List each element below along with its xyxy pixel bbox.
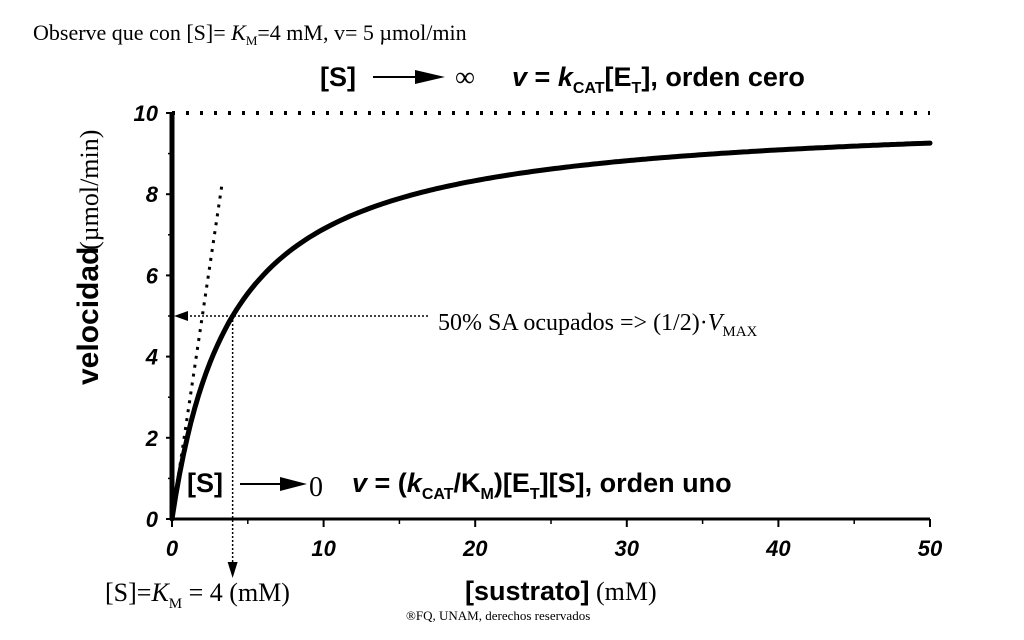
x-axis-ticks: 0 10 20 30 40 50 xyxy=(166,519,943,561)
svg-text:v = (kCAT/KM)[ET][S], orden un: v = (kCAT/KM)[ET][S], orden uno xyxy=(352,468,732,503)
svg-text:[S]: [S] xyxy=(320,62,356,92)
x-tick-label: 50 xyxy=(918,536,943,561)
y-axis-label: velocidad xyxy=(72,247,105,385)
x-axis-label: [sustrato] (mM) xyxy=(465,576,657,606)
y-tick-label: 8 xyxy=(146,182,159,207)
y-axis-unit: (µmol/min) xyxy=(75,130,104,250)
svg-text:0: 0 xyxy=(309,472,323,503)
first-order-label: [S] 0 v = (kCAT/KM)[ET][S], orden uno xyxy=(187,468,732,503)
y-tick-label: 0 xyxy=(146,507,159,532)
arrow-right-icon xyxy=(415,70,445,84)
y-tick-label: 2 xyxy=(145,426,159,451)
x-tick-label: 20 xyxy=(462,536,488,561)
arrow-down-icon xyxy=(227,562,238,578)
y-tick-label: 6 xyxy=(146,263,159,288)
x-tick-label: 0 xyxy=(166,536,179,561)
km-guide-lines xyxy=(174,311,430,578)
saturation-curve xyxy=(169,140,933,522)
svg-text:∞: ∞ xyxy=(455,62,475,93)
half-vmax-annotation: 50% SA ocupados => (1/2)·VMAX xyxy=(438,310,758,340)
copyright-text: ®FQ, UNAM, derechos reservados xyxy=(406,608,590,623)
svg-text:v = kCAT[ET], orden cero: v = kCAT[ET], orden cero xyxy=(512,62,805,97)
observation-text: Observe que con [S]= KM=4 mM, v= 5 µmol/… xyxy=(33,20,467,48)
x-tick-label: 30 xyxy=(615,536,640,561)
x-tick-label: 10 xyxy=(311,536,336,561)
km-annotation: [S]=KM = 4 (mM) xyxy=(105,578,290,612)
svg-text:[S]: [S] xyxy=(187,468,223,498)
y-tick-label: 10 xyxy=(134,101,159,126)
zero-order-label: [S] ∞ v = kCAT[ET], orden cero xyxy=(320,62,805,97)
y-axis-ticks: 0 2 4 6 8 10 xyxy=(134,101,172,532)
arrow-left-icon xyxy=(174,311,188,321)
arrow-right-icon xyxy=(280,477,307,491)
y-tick-label: 4 xyxy=(145,345,158,370)
x-tick-label: 40 xyxy=(765,536,791,561)
